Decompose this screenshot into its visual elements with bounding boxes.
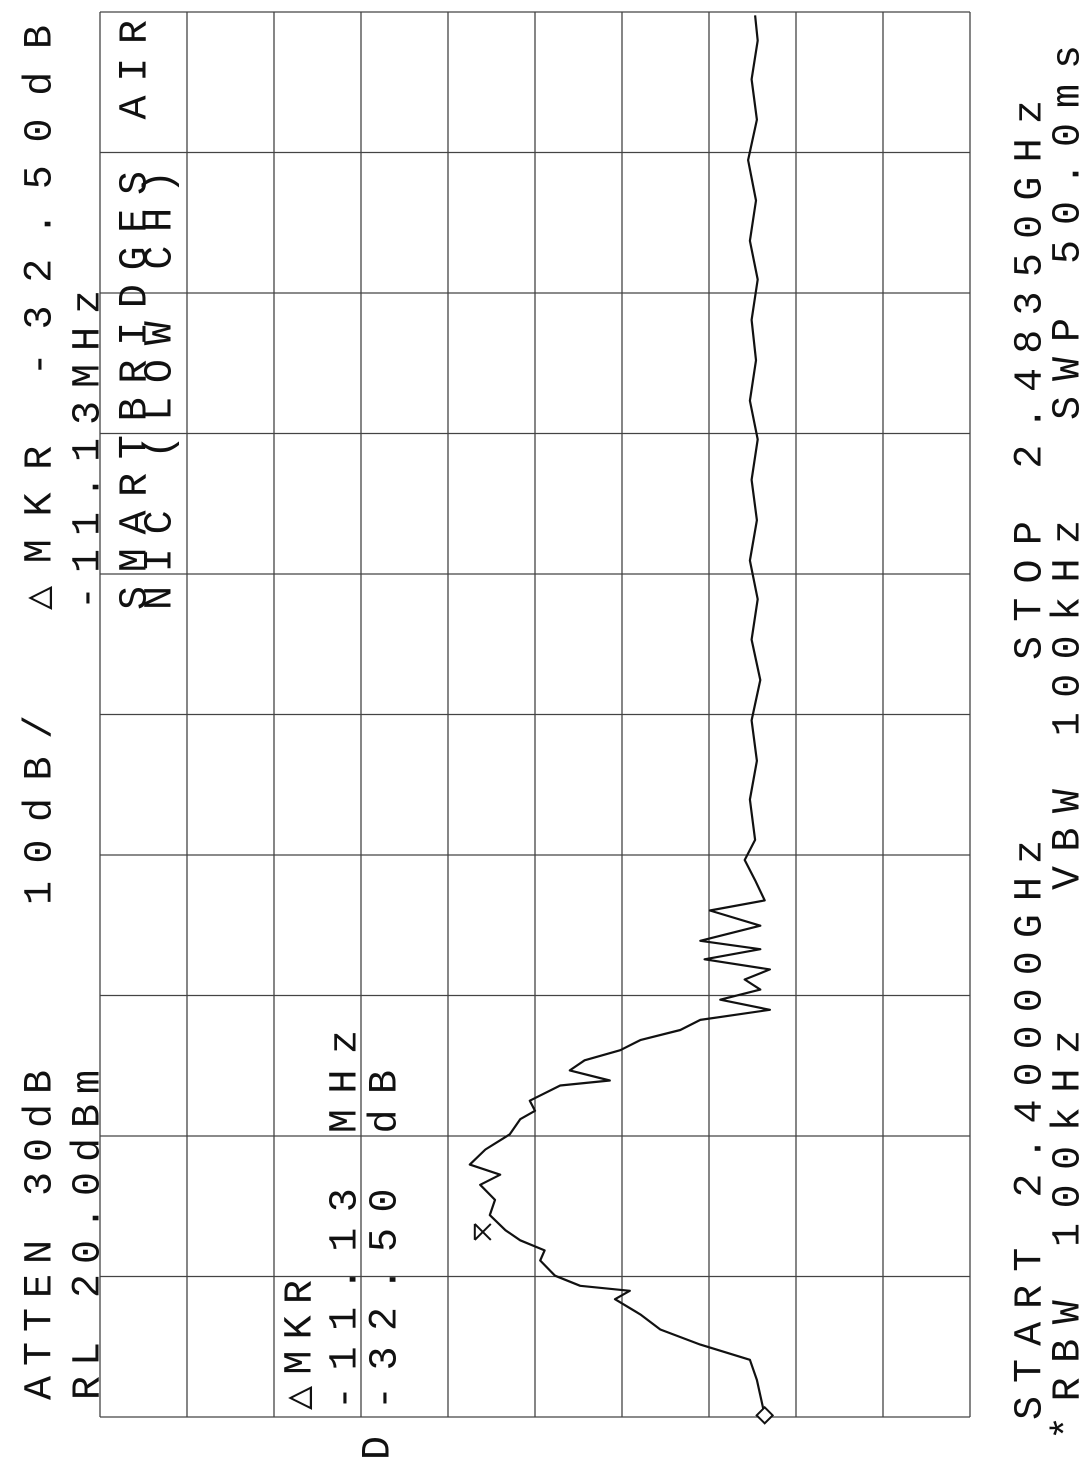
annotation: RL 20.0dBm xyxy=(67,1070,112,1400)
annotation: -11.13MHz xyxy=(67,290,112,610)
marker xyxy=(755,1405,775,1425)
annotation: -11.13 MHz xyxy=(324,1030,369,1410)
annotation: -32.50 dB xyxy=(364,1070,409,1410)
annotation: △MKR -32.50dB xyxy=(19,25,64,610)
marker xyxy=(473,1223,492,1241)
annotation: △MKR xyxy=(279,1280,324,1410)
trace xyxy=(468,15,771,1416)
annotation: 10dB/ xyxy=(19,715,64,905)
annotation: NIC (LOW CH) xyxy=(139,170,184,610)
annotation: D xyxy=(357,1436,402,1460)
annotation: ATTEN 30dB xyxy=(19,1070,64,1400)
annotation: *RBW 100kHz xyxy=(1047,1030,1087,1440)
annotation: VBW 100kHz xyxy=(1047,520,1087,890)
annotation: STOP 2.48350GHz xyxy=(1009,100,1054,660)
